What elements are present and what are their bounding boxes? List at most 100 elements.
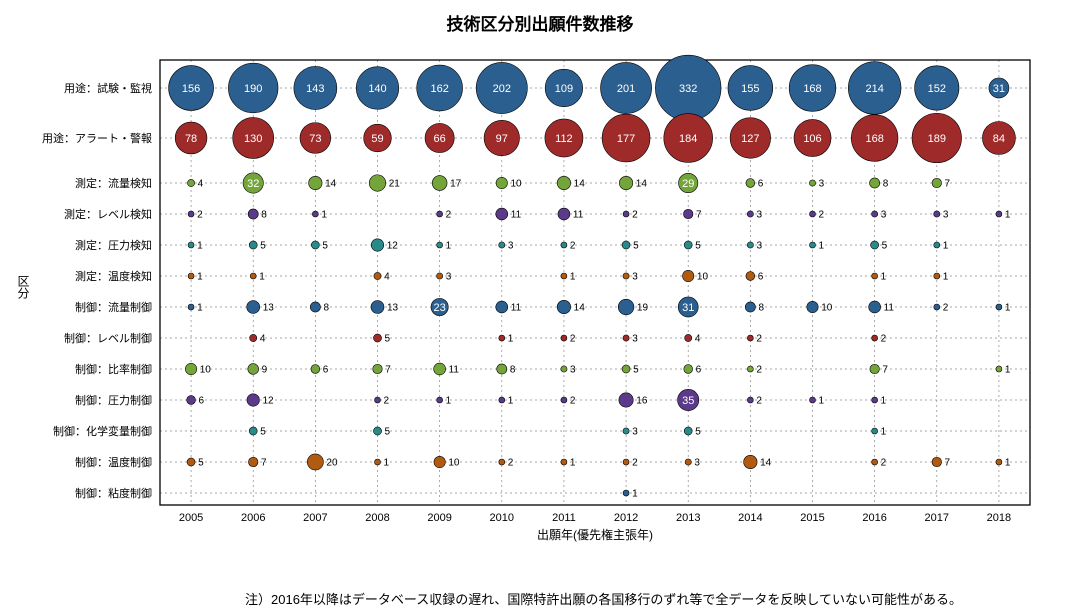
bubble-value: 1	[508, 334, 514, 345]
bubble-value: 3	[570, 365, 576, 376]
bubble-value: 14	[574, 303, 586, 314]
bubble-value: 2	[570, 241, 576, 252]
bubble-value: 5	[633, 365, 639, 376]
bubble	[684, 241, 692, 249]
bubble	[619, 393, 633, 407]
bubble-value: 1	[508, 396, 514, 407]
bubble-value: 2	[756, 365, 762, 376]
bubble	[807, 301, 818, 312]
bubble-value: 140	[368, 83, 386, 95]
bubble-value: 3	[632, 334, 638, 345]
bubble-value: 112	[555, 133, 573, 145]
bubble-value: 168	[865, 133, 883, 145]
x-tick-label: 2017	[925, 512, 949, 524]
bubble-value: 4	[384, 272, 390, 283]
x-tick-label: 2011	[552, 512, 576, 524]
bubble-value: 1	[446, 396, 452, 407]
bubble	[188, 273, 194, 279]
bubble	[996, 304, 1002, 310]
bubble-value: 73	[309, 133, 321, 145]
bubble-value: 10	[200, 365, 212, 376]
bubble-value: 3	[446, 272, 452, 283]
bubble	[623, 428, 629, 434]
bubble	[932, 457, 942, 467]
bubble	[373, 364, 383, 374]
bubble	[684, 427, 692, 435]
bubble-value: 3	[756, 241, 762, 252]
x-axis-label: 出願年(優先権主張年)	[537, 527, 653, 542]
bubble	[437, 242, 443, 248]
bubble-value: 155	[741, 83, 759, 95]
bubble	[185, 363, 196, 374]
bubble-value: 4	[695, 334, 701, 345]
bubble-value: 31	[993, 83, 1005, 95]
bubble	[434, 456, 445, 467]
bubble-value: 1	[384, 458, 390, 469]
x-tick-label: 2010	[490, 512, 514, 524]
x-tick-label: 2018	[987, 512, 1011, 524]
bubble-value: 2	[632, 458, 638, 469]
bubble	[432, 176, 447, 191]
bubble	[561, 335, 567, 341]
bubble-value: 8	[323, 303, 329, 314]
bubble-value: 6	[758, 179, 764, 190]
bubble	[683, 209, 693, 219]
bubble-value: 1	[632, 489, 638, 500]
bubble	[747, 211, 753, 217]
bubble-value: 189	[928, 133, 946, 145]
x-tick-label: 2016	[862, 512, 886, 524]
x-tick-label: 2008	[365, 512, 389, 524]
bubble	[810, 242, 816, 248]
bubble	[623, 273, 629, 279]
bubble	[499, 242, 505, 248]
bubble-value: 202	[493, 83, 511, 95]
bubble	[307, 454, 323, 470]
bubble	[623, 459, 629, 465]
bubble	[561, 366, 567, 372]
bubble-value: 31	[682, 302, 694, 314]
bubble-value: 162	[430, 83, 448, 95]
bubble-value: 3	[943, 210, 949, 221]
bubble	[187, 179, 194, 186]
bubble-value: 1	[943, 272, 949, 283]
x-tick-label: 2014	[738, 512, 762, 524]
bubble-value: 1	[570, 458, 576, 469]
bubble-value: 2	[756, 334, 762, 345]
bubble-value: 1	[446, 241, 452, 252]
bubble-value: 2	[570, 396, 576, 407]
bubble-value: 9	[262, 365, 268, 376]
bubble-value: 7	[945, 458, 951, 469]
bubble-value: 84	[993, 133, 1005, 145]
bubble-value: 201	[617, 83, 635, 95]
bubble	[623, 490, 629, 496]
x-tick-label: 2012	[614, 512, 638, 524]
bubble-value: 214	[865, 83, 883, 95]
bubble-value: 3	[756, 210, 762, 221]
bubble-value: 1	[881, 272, 887, 283]
bubble	[745, 302, 755, 312]
bubble	[685, 334, 692, 341]
bubble	[561, 459, 567, 465]
bubble-value: 5	[198, 458, 204, 469]
bubble-value: 3	[694, 458, 700, 469]
bubble-value: 14	[574, 179, 586, 190]
bubble-value: 152	[928, 83, 946, 95]
bubble-value: 5	[260, 427, 266, 438]
bubble	[934, 242, 940, 248]
y-tick-label: 測定：レベル検知	[64, 207, 152, 221]
bubble	[934, 273, 940, 279]
bubble	[375, 459, 381, 465]
bubble-value: 13	[387, 303, 399, 314]
bubble-value: 12	[262, 396, 274, 407]
bubble-value: 97	[496, 133, 508, 145]
bubble	[249, 241, 257, 249]
bubble-value: 156	[182, 83, 200, 95]
bubble	[437, 273, 443, 279]
x-tick-label: 2005	[179, 512, 203, 524]
bubble-value: 1	[881, 396, 887, 407]
bubble-value: 6	[696, 365, 702, 376]
bubble	[249, 427, 257, 435]
bubble-value: 1	[819, 241, 825, 252]
bubble	[996, 211, 1002, 217]
bubble-value: 2	[508, 458, 514, 469]
